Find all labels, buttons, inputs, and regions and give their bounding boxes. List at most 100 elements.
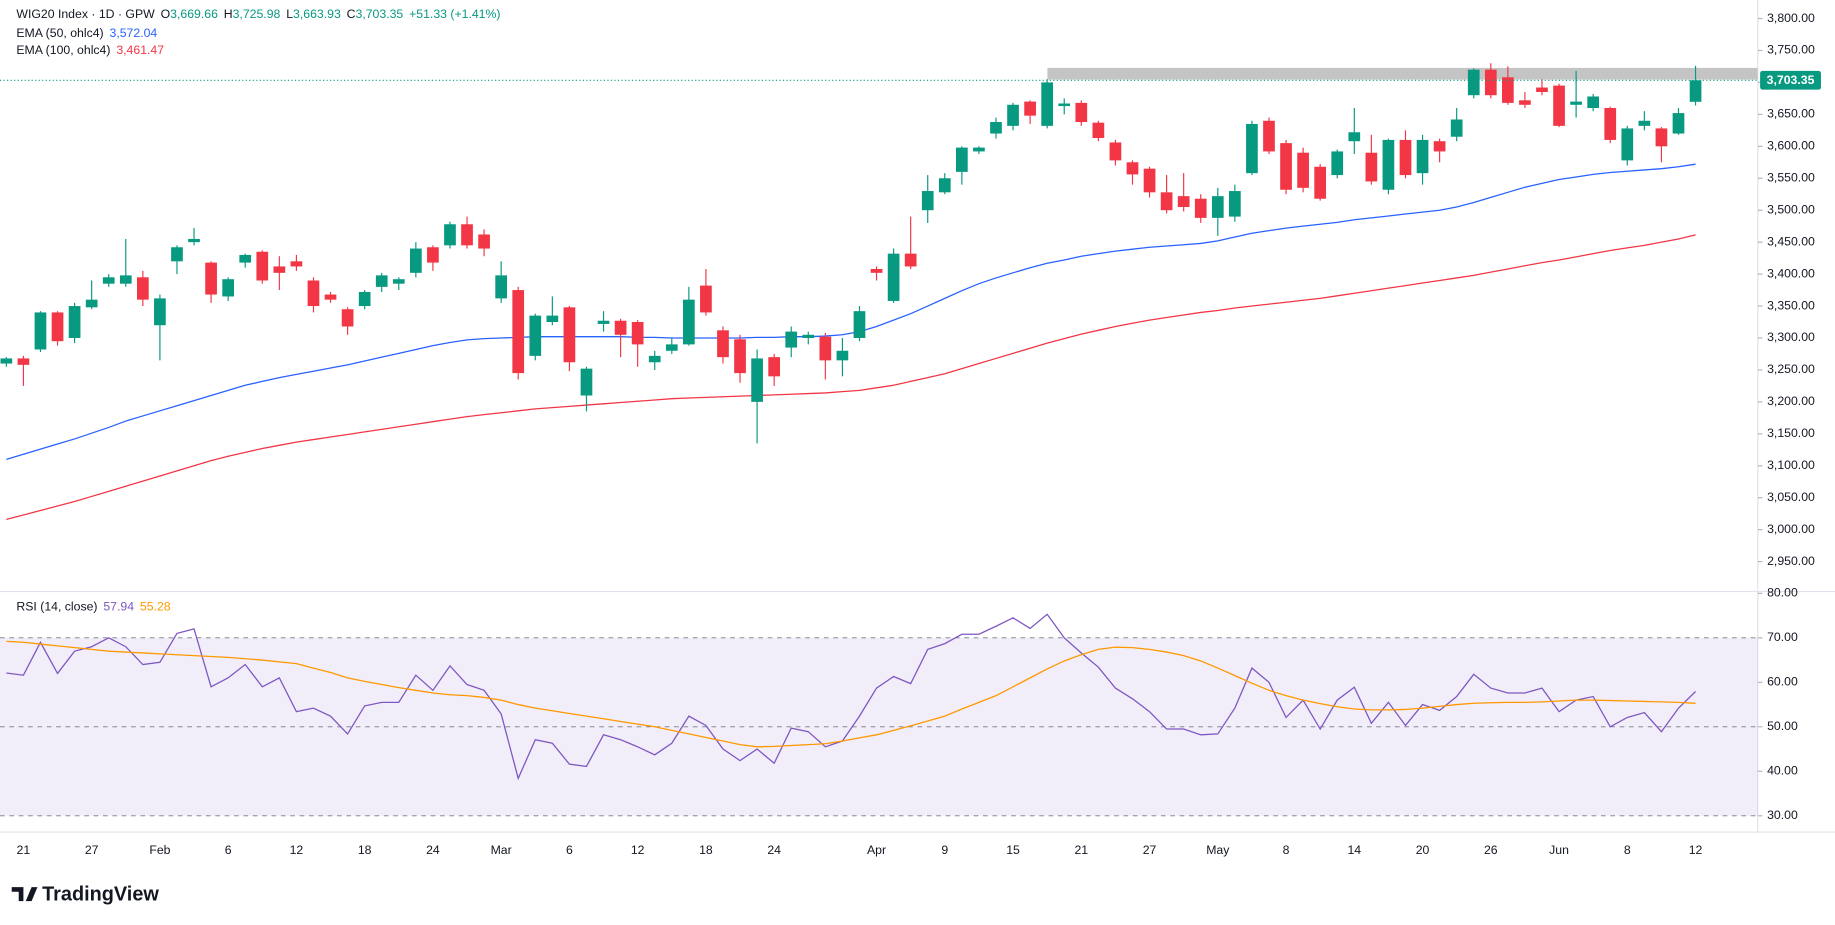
- candle-body: [1041, 82, 1054, 126]
- x-tick-label: May: [1206, 843, 1230, 857]
- candle-body: [682, 299, 695, 345]
- y-tick-label: 2,950.00: [1767, 554, 1815, 568]
- candle-body: [665, 344, 678, 351]
- x-tick-label: 8: [1624, 843, 1631, 857]
- candle-body: [1638, 120, 1651, 126]
- x-tick-label: 8: [1283, 843, 1290, 857]
- candle-body: [1075, 102, 1088, 123]
- candle-body: [154, 298, 166, 326]
- change-value: +51.33 (+1.41%): [409, 7, 500, 21]
- candle-body: [119, 275, 132, 284]
- y-tick-label: 70.00: [1767, 630, 1798, 644]
- indicator-value: 3,572.04: [110, 26, 158, 40]
- y-tick-label: 40.00: [1767, 764, 1798, 778]
- candle-body: [324, 294, 337, 300]
- candle-body: [495, 275, 508, 299]
- x-tick-label: 6: [566, 843, 573, 857]
- symbol-title: WIG20 Index · 1D · GPW: [16, 7, 155, 21]
- y-tick-label: 3,400.00: [1767, 266, 1815, 280]
- rsi-value: 57.94: [103, 600, 134, 614]
- symbol-header: WIG20 Index · 1D · GPW O3,669.66 H3,725.98…: [16, 7, 500, 21]
- candle-body: [1109, 142, 1122, 161]
- candle-body: [1211, 196, 1224, 218]
- candle-body: [171, 247, 183, 262]
- ohlc-value: 3,703.35: [356, 7, 404, 21]
- candle-body: [1621, 128, 1634, 161]
- candle-body: [546, 315, 559, 323]
- candle-body: [222, 279, 235, 297]
- last-price-tag: [1760, 70, 1821, 90]
- candle-body: [1007, 104, 1019, 126]
- candle-body: [256, 251, 269, 281]
- candle-body: [409, 248, 422, 273]
- x-tick-label: Mar: [491, 843, 512, 857]
- logo-mark: [11, 887, 38, 902]
- x-tick-label: 12: [1689, 843, 1703, 857]
- y-tick-label: 3,100.00: [1767, 458, 1815, 472]
- candle-body: [819, 336, 832, 361]
- candle-body: [478, 234, 490, 249]
- x-tick-label: 21: [1074, 843, 1088, 857]
- price-pane: [0, 63, 1758, 521]
- y-tick-label: 3,600.00: [1767, 139, 1815, 153]
- candle-body: [921, 191, 934, 211]
- rsi-value: 55.28: [140, 600, 171, 614]
- candle-body: [1519, 100, 1531, 105]
- candle-body: [1194, 198, 1207, 218]
- candle-body: [1331, 151, 1344, 176]
- y-tick-label: 3,800.00: [1767, 11, 1815, 25]
- y-tick-label: 3,200.00: [1767, 394, 1815, 408]
- x-tick-label: Feb: [149, 843, 170, 857]
- x-tick-label: 18: [699, 843, 713, 857]
- candle-body: [580, 368, 593, 396]
- candle-body: [887, 253, 900, 301]
- candle-body: [700, 285, 712, 313]
- candle-body: [785, 331, 798, 348]
- axes: 2,950.00 3,000.00 3,050.00 3,100.00 3,150.00…: [17, 11, 1821, 857]
- candle-body: [51, 312, 64, 342]
- candle-body: [990, 122, 1002, 134]
- rsi-line: [6, 640, 1696, 748]
- candle-body: [1467, 69, 1480, 96]
- x-tick-label: 12: [290, 843, 304, 857]
- candle-body: [1382, 139, 1395, 190]
- candle-body: [136, 277, 149, 300]
- y-tick-label: 3,500.00: [1767, 202, 1815, 216]
- candle-body: [205, 262, 217, 295]
- y-tick-label: 3,750.00: [1767, 43, 1815, 57]
- legend: WIG20 Index · 1D · GPW O3,669.66 H3,725.98…: [16, 7, 500, 613]
- x-tick-label: 20: [1416, 843, 1430, 857]
- candle-body: [1502, 77, 1514, 103]
- candle-body: [853, 311, 866, 338]
- candle-body: [1604, 107, 1617, 140]
- candle-body: [836, 350, 849, 361]
- candle-body: [1143, 168, 1156, 193]
- brand-logo: TradingView: [11, 884, 159, 906]
- indicator-name: EMA (50, ohlc4): [16, 26, 103, 40]
- candle-body: [529, 315, 542, 356]
- candle-body: [802, 334, 815, 338]
- candle-body: [1587, 96, 1600, 108]
- y-tick-label: 50.00: [1767, 719, 1798, 733]
- candle-body: [307, 280, 320, 307]
- candle-body: [85, 299, 98, 308]
- ema-line: [6, 234, 1696, 521]
- candle-body: [1297, 152, 1309, 188]
- candle-body: [1672, 113, 1685, 134]
- x-tick-label: 12: [631, 843, 645, 857]
- x-tick-label: 21: [17, 843, 31, 857]
- candle-body: [1536, 87, 1548, 93]
- candle-body: [1314, 166, 1327, 199]
- x-tick-label: Apr: [867, 843, 886, 857]
- candle-body: [938, 178, 951, 193]
- candle-body: [34, 312, 47, 350]
- y-tick-label: 3,250.00: [1767, 362, 1815, 376]
- y-tick-label: 80.00: [1767, 586, 1798, 600]
- ohlc-key: C: [347, 7, 356, 21]
- rsi-pane: [0, 613, 1758, 817]
- y-tick-label: 3,300.00: [1767, 330, 1815, 344]
- candle-body: [1655, 128, 1668, 147]
- y-tick-label: 3,050.00: [1767, 490, 1815, 504]
